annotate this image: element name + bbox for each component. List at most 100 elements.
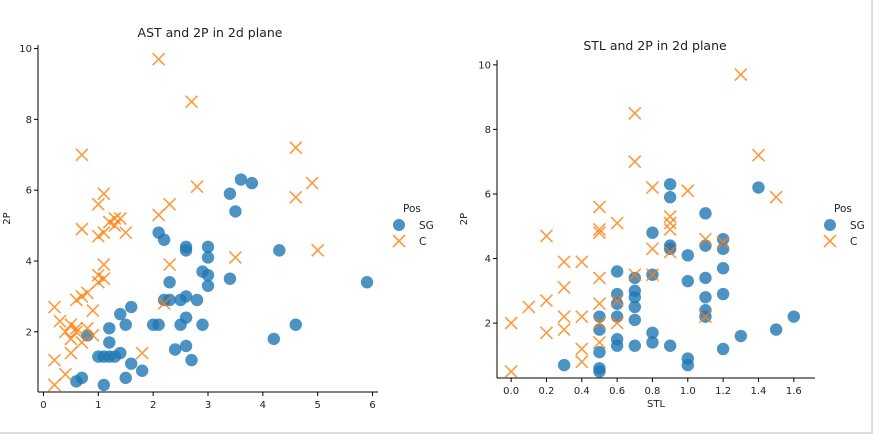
legend-title: Pos (834, 203, 852, 215)
y-tick-label: 6 (26, 186, 32, 197)
data-point-c (681, 184, 695, 198)
legend-marker-sg (824, 219, 836, 231)
data-point-sg (593, 345, 606, 359)
data-point-sg (610, 297, 624, 310)
data-point-c (663, 210, 677, 224)
y-tick-label: 4 (26, 256, 32, 267)
series-c (504, 67, 783, 379)
legend-label-sg: SG (850, 220, 865, 232)
data-point-sg (628, 300, 641, 314)
x-tick-label: 1.4 (751, 386, 767, 397)
y-tick-label: 10 (478, 60, 491, 71)
data-point-sg (267, 332, 281, 346)
data-point-c (163, 257, 177, 272)
data-point-c (47, 353, 62, 367)
data-point-sg (787, 310, 800, 323)
data-point-c (575, 255, 589, 269)
x-tick-label: 1.0 (680, 386, 696, 397)
data-point-sg (201, 279, 215, 292)
data-point-c (69, 321, 83, 335)
data-point-sg (681, 249, 694, 262)
data-point-c (663, 245, 677, 259)
data-point-c (113, 211, 127, 226)
data-point-c (610, 316, 624, 330)
x-tick-label: 0.0 (503, 386, 519, 397)
data-point-sg (610, 287, 624, 301)
data-point-c (575, 355, 589, 369)
data-point-c (557, 281, 571, 295)
y-axis-label: 2P (2, 212, 13, 224)
chart-title: STL and 2P in 2d plane (583, 38, 727, 53)
data-point-sg (179, 339, 193, 353)
y-tick-label: 10 (19, 44, 32, 55)
y-tick-label: 6 (485, 189, 491, 200)
data-point-sg (163, 276, 176, 289)
data-point-c (108, 211, 122, 226)
data-point-c (592, 200, 607, 214)
data-point-c (716, 235, 730, 249)
legend-marker-sg (393, 219, 405, 231)
data-point-sg (699, 304, 712, 317)
chart-title: AST and 2P in 2d plane (138, 25, 283, 40)
data-point-sg (593, 323, 606, 336)
data-point-c (592, 335, 607, 350)
data-point-c (575, 342, 589, 356)
legend-title: Pos (403, 203, 421, 215)
data-point-c (289, 190, 303, 204)
data-point-c (97, 187, 111, 201)
data-point-sg (103, 336, 116, 349)
data-point-sg (769, 323, 783, 336)
data-point-c (751, 148, 766, 162)
data-point-sg (114, 346, 127, 360)
data-point-sg (114, 307, 127, 321)
legend: Pos SG C (392, 203, 434, 248)
data-point-sg (168, 343, 182, 356)
data-point-sg (716, 262, 730, 275)
data-point-c (97, 257, 111, 272)
data-point-c (663, 216, 677, 230)
x-tick-label: 0.8 (645, 386, 661, 397)
y-tick-label: 8 (485, 125, 491, 136)
data-point-c (645, 180, 660, 195)
data-point-c (97, 226, 111, 240)
data-point-sg (185, 353, 198, 367)
y-tick-label: 4 (485, 254, 491, 265)
data-point-c (698, 232, 713, 246)
data-point-sg (229, 205, 242, 218)
y-axis-label: 2P (459, 213, 470, 225)
data-point-sg (273, 244, 286, 257)
chart-ast-2p: AST and 2P in 2d plane 0 1 2 3 4 5 6 2 4 6 8 10 2P Pos… (2, 25, 434, 411)
chart-stl-2p: STL and 2P in 2d plane 0.0 0.2 0.4 0.6 0.8 1.0… (459, 38, 865, 410)
data-point-sg (699, 239, 712, 252)
data-point-c (628, 106, 642, 120)
data-point-sg (628, 271, 641, 285)
x-tick-label: 1.6 (786, 386, 802, 397)
legend-label-sg: SG (419, 220, 434, 232)
x-tick-label: 4 (260, 400, 266, 411)
data-point-sg (97, 378, 111, 392)
data-point-sg (610, 265, 624, 278)
data-point-c (289, 141, 303, 155)
data-point-sg (663, 178, 677, 191)
series-c (47, 52, 325, 392)
data-point-sg (734, 329, 747, 343)
data-point-c (645, 242, 660, 256)
data-point-c (734, 67, 748, 82)
data-point-c (119, 226, 133, 240)
data-point-sg (699, 207, 712, 220)
data-point-sg (628, 313, 641, 327)
data-point-c (75, 148, 89, 162)
data-point-sg (152, 318, 165, 331)
data-point-sg (646, 226, 659, 239)
x-tick-label: 5 (314, 400, 320, 411)
data-point-c (592, 316, 607, 330)
y-tick-label: 2 (485, 319, 491, 330)
data-point-c (592, 297, 607, 311)
data-point-sg (179, 290, 193, 303)
data-point-sg (190, 293, 204, 307)
data-point-c (64, 332, 78, 346)
data-point-sg (663, 239, 677, 252)
data-point-c (575, 310, 589, 324)
